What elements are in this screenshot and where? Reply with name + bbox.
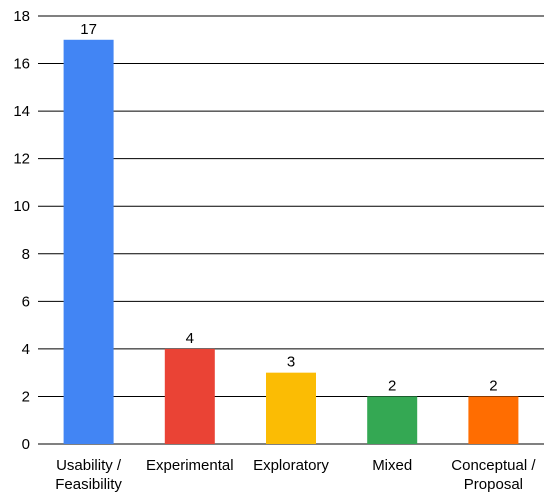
y-tick-label: 16 [13,56,30,73]
y-tick-label: 2 [22,388,30,405]
gridlines [38,15,544,445]
data-label: 4 [186,330,194,347]
y-tick-label: 0 [22,436,30,453]
y-tick-label: 4 [22,341,30,358]
bar [468,396,519,444]
y-tick-label: 12 [13,151,30,168]
bar [367,396,418,444]
x-category-label: Exploratory [253,457,329,474]
y-axis-ticks: 0 2 4 6 8 10 12 14 16 18 [13,8,30,453]
x-category-label: Mixed [372,457,412,474]
data-label: 17 [80,21,97,38]
bar [266,372,316,444]
y-tick-label: 14 [13,103,30,120]
bars [63,39,519,445]
y-tick-label: 6 [22,293,30,310]
bar [164,348,215,444]
x-category-label: Usability / Feasibility [55,457,122,493]
data-label: 2 [489,377,497,394]
y-tick-label: 10 [13,198,30,215]
data-label: 2 [388,377,396,394]
bar [63,39,114,445]
x-axis-categories: Usability / Feasibility Experimental Explor… [55,457,536,493]
y-tick-label: 8 [22,246,30,263]
y-tick-label: 18 [13,8,30,25]
data-label: 3 [287,354,295,371]
x-category-label: Conceptual / Proposal [451,457,536,493]
x-category-label: Experimental [146,457,234,474]
data-labels: 17 4 3 2 2 [80,21,497,395]
